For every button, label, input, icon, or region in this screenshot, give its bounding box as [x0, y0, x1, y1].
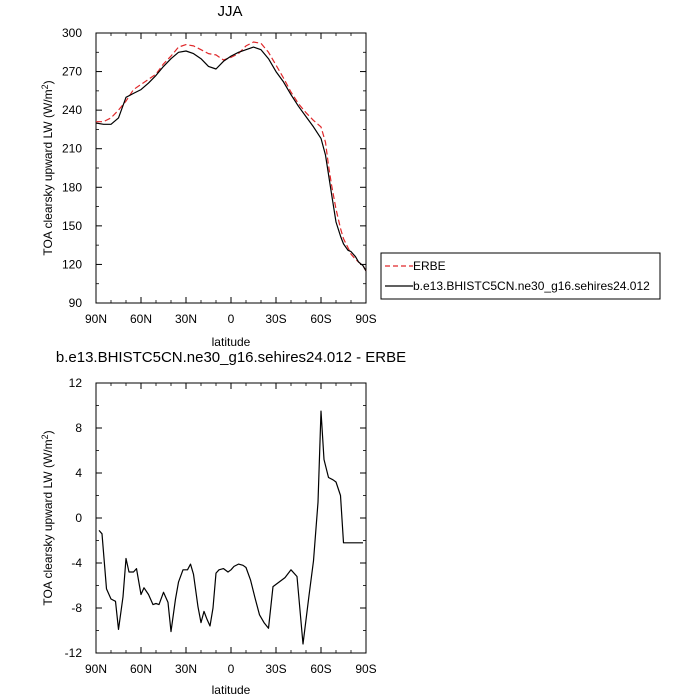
bottom-x-tick-label: 30S [265, 662, 286, 676]
bottom-x-axis-label: latitude [212, 683, 251, 697]
bottom-panel: b.e13.BHISTC5CN.ne30_g16.sehires24.012 -… [40, 349, 406, 697]
bottom-y-tick-label: -12 [65, 646, 83, 660]
top-x-tick-label: 60N [130, 312, 152, 326]
top-y-tick-label: 90 [69, 296, 83, 310]
bottom-y-axis-label: TOA clearsky upward LW (W/m2) [40, 430, 55, 605]
top-panel: JJA 90N 60N 30N 0 30S 60S 90S 90 120 150 180 210 240… [40, 3, 377, 349]
bottom-x-tick-label: 60S [310, 662, 331, 676]
legend: ERBE b.e13.BHISTC5CN.ne30_g16.sehires24.… [380, 252, 661, 300]
bottom-series [98, 410, 363, 645]
top-y-tick-label: 180 [62, 180, 82, 194]
legend-box [380, 252, 661, 300]
top-series-line-1 [95, 46, 367, 272]
bottom-plot-frame [95, 382, 367, 654]
legend-erbe-label: ERBE [413, 259, 446, 273]
top-y-tick-label: 300 [62, 26, 82, 40]
bottom-x-tick-label: 0 [228, 662, 235, 676]
top-y-tick-label: 270 [62, 65, 82, 79]
top-x-tick-label: 90S [355, 312, 376, 326]
bottom-y-tick-label: 4 [75, 466, 82, 480]
top-series-line-0 [96, 41, 367, 272]
top-plot-frame [95, 32, 367, 304]
bottom-y-tick-label: 12 [69, 376, 83, 390]
bottom-y-tick-label: -4 [71, 556, 82, 570]
bottom-x-tick-label: 60N [130, 662, 152, 676]
top-series [95, 41, 367, 272]
top-axes: 90N 60N 30N 0 30S 60S 90S 90 120 150 180 210 240 270 3… [62, 26, 377, 326]
top-y-tick-label: 120 [62, 257, 82, 271]
legend-model-label: b.e13.BHISTC5CN.ne30_g16.sehires24.012 [413, 279, 650, 293]
top-x-tick-label: 30N [175, 312, 197, 326]
top-y-tick-label: 150 [62, 219, 82, 233]
bottom-x-tick-label: 90S [355, 662, 376, 676]
top-chart-title: JJA [217, 3, 242, 20]
bottom-chart-title: b.e13.BHISTC5CN.ne30_g16.sehires24.012 -… [56, 349, 406, 366]
top-x-tick-label: 30S [265, 312, 286, 326]
top-y-axis-label: TOA clearsky upward LW (W/m2) [40, 80, 55, 255]
top-y-tick-label: 240 [62, 103, 82, 117]
bottom-y-tick-label: 8 [75, 421, 82, 435]
bottom-x-tick-label: 90N [85, 662, 107, 676]
bottom-series-line-0 [98, 410, 363, 645]
top-x-tick-label: 0 [228, 312, 235, 326]
bottom-x-tick-label: 30N [175, 662, 197, 676]
top-x-tick-label: 60S [310, 312, 331, 326]
bottom-axes: 90N 60N 30N 0 30S 60S 90S -12 -8 -4 0 4 8 12 [65, 376, 377, 676]
bottom-y-tick-label: -8 [71, 601, 82, 615]
bottom-y-tick-label: 0 [75, 511, 82, 525]
top-x-axis-label: latitude [212, 335, 251, 349]
top-y-tick-label: 210 [62, 142, 82, 156]
top-x-tick-label: 90N [85, 312, 107, 326]
